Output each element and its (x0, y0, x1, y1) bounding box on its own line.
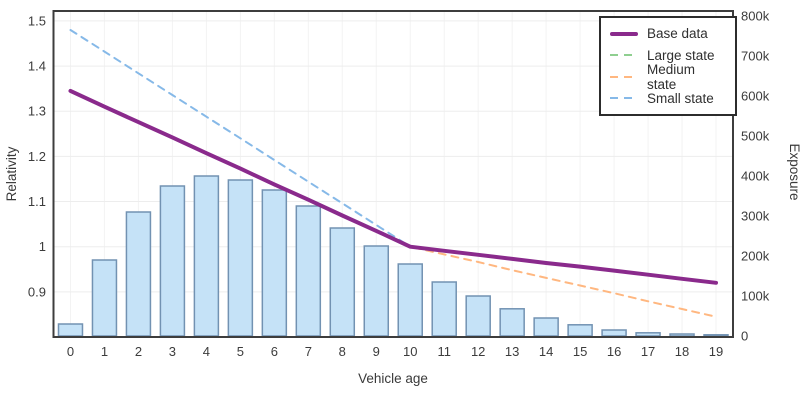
legend-label: Large state (647, 47, 715, 63)
legend-item-large-state[interactable]: Large state (610, 45, 727, 67)
legend: Base data Large state Medium state Small… (599, 16, 737, 116)
y-left-tick-label: 1 (39, 239, 46, 254)
x-tick-label: 18 (675, 344, 689, 359)
exposure-bar-age-17[interactable] (635, 332, 661, 337)
y-left-tick-label: 1.3 (28, 104, 46, 119)
exposure-bar-age-14[interactable] (533, 317, 559, 337)
legend-item-medium-state[interactable]: Medium state (610, 62, 727, 92)
exposure-bar-age-4[interactable] (193, 175, 220, 337)
x-tick-label: 10 (403, 344, 417, 359)
exposure-bar-age-2[interactable] (125, 211, 152, 337)
exposure-bar-age-1[interactable] (91, 259, 118, 337)
x-tick-label: 11 (437, 344, 451, 359)
base-data-line[interactable] (68, 88, 718, 285)
exposure-bar-age-16[interactable] (601, 329, 627, 337)
exposure-bar-age-8[interactable] (329, 227, 356, 337)
exposure-bar-age-7[interactable] (295, 205, 322, 337)
exposure-bar-age-13[interactable] (499, 308, 525, 337)
y-right-tick-label: 100k (741, 289, 770, 304)
y-left-tick-label: 1.5 (28, 13, 46, 28)
exposure-bar-age-6[interactable] (261, 189, 288, 337)
y-right-tick-label: 800k (741, 9, 770, 24)
y-left-tick-label: 1.4 (28, 59, 46, 74)
exposure-bars (57, 175, 729, 337)
exposure-bar-age-5[interactable] (227, 179, 254, 337)
exposure-bar-age-9[interactable] (363, 245, 390, 337)
x-tick-label: 8 (339, 344, 346, 359)
x-tick-label: 12 (471, 344, 485, 359)
y-right-tick-label: 0 (741, 329, 748, 344)
x-tick-label: 2 (135, 344, 142, 359)
y-left-tick-label: 0.9 (28, 284, 46, 299)
x-tick-label: 16 (607, 344, 621, 359)
y-left-tick-label: 1.2 (28, 149, 46, 164)
exposure-bar-age-11[interactable] (431, 281, 457, 337)
x-tick-label: 19 (709, 344, 723, 359)
x-tick-label: 5 (237, 344, 244, 359)
x-tick-label: 3 (169, 344, 176, 359)
exposure-bar-age-0[interactable] (57, 323, 84, 337)
y-right-tick-label: 300k (741, 209, 770, 224)
x-tick-label: 6 (271, 344, 278, 359)
legend-label: Base data (647, 26, 708, 42)
y-right-tick-label: 700k (741, 49, 770, 64)
x-tick-label: 1 (101, 344, 108, 359)
y-right-tick-label: 200k (741, 249, 770, 264)
x-axis-title: Vehicle age (358, 371, 428, 386)
small-state-line-swatch (610, 97, 638, 100)
x-tick-label: 13 (505, 344, 519, 359)
legend-item-small-state[interactable]: Small state (610, 88, 727, 110)
exposure-bar-age-18[interactable] (669, 333, 695, 337)
x-tick-label: 4 (203, 344, 210, 359)
large-state-line-swatch (610, 54, 638, 57)
exposure-bar-age-10[interactable] (397, 263, 423, 337)
x-tick-label: 15 (573, 344, 587, 359)
x-tick-label: 17 (641, 344, 655, 359)
plot-frame (52, 10, 734, 338)
x-tick-label: 9 (373, 344, 380, 359)
gridlines (53, 11, 733, 337)
y-left-axis-title: Relativity (4, 146, 19, 201)
base-data-line-swatch (610, 31, 638, 36)
x-tick-label: 7 (305, 344, 312, 359)
y-right-tick-label: 600k (741, 89, 770, 104)
exposure-bar-age-3[interactable] (159, 185, 186, 337)
legend-item-base-data[interactable]: Base data (610, 23, 727, 45)
legend-label: Medium state (647, 61, 696, 92)
y-right-axis-title: Exposure (787, 143, 800, 200)
legend-label: Small state (647, 90, 714, 106)
y-right-tick-label: 400k (741, 169, 770, 184)
medium-state-line-swatch (610, 75, 638, 78)
series-lines (68, 29, 718, 318)
exposure-bar-age-19[interactable] (703, 334, 729, 337)
x-tick-label: 0 (67, 344, 74, 359)
exposure-bar-age-15[interactable] (567, 324, 593, 337)
y-right-tick-label: 500k (741, 129, 770, 144)
y-left-tick-label: 1.1 (28, 194, 46, 209)
x-tick-label: 14 (539, 344, 553, 359)
tick-labels: 0 1 2 3 4 5 6 7 8 9 10 11 12 13 14 15 16 17 18 190.911.11.2… (28, 9, 770, 360)
exposure-bar-age-12[interactable] (465, 295, 491, 337)
